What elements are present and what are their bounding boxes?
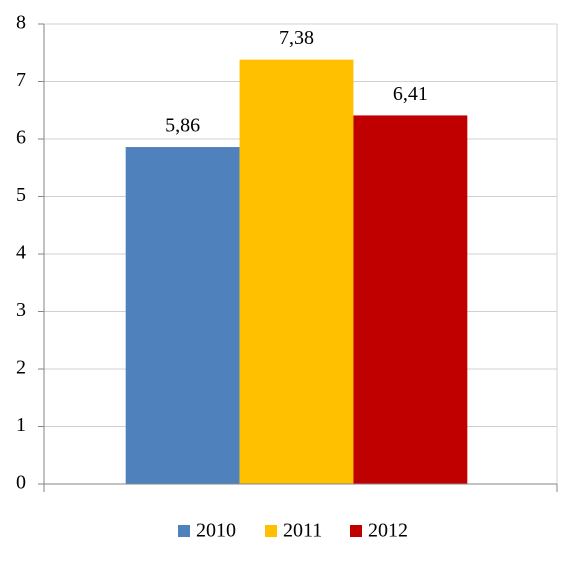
legend-swatch <box>265 525 277 537</box>
bar <box>125 147 240 485</box>
value-label: 6,41 <box>393 83 428 105</box>
bar <box>353 115 468 485</box>
y-tick-label: 6 <box>16 127 26 149</box>
y-tick-label: 0 <box>16 472 26 494</box>
bar <box>239 59 354 485</box>
y-tick-label: 1 <box>16 414 26 436</box>
y-tick-label: 5 <box>16 184 26 206</box>
legend-label: 2010 <box>196 520 236 542</box>
value-label: 5,86 <box>165 115 200 137</box>
legend-swatch <box>178 525 190 537</box>
legend-label: 2012 <box>368 520 408 542</box>
y-tick-label: 4 <box>16 242 26 264</box>
legend-label: 2011 <box>283 520 322 542</box>
value-label: 7,38 <box>279 27 314 49</box>
y-tick-label: 2 <box>16 357 26 379</box>
y-tick-label: 8 <box>16 12 26 34</box>
y-tick-label: 7 <box>16 69 26 91</box>
y-tick-label: 3 <box>16 299 26 321</box>
legend-swatch <box>350 525 362 537</box>
